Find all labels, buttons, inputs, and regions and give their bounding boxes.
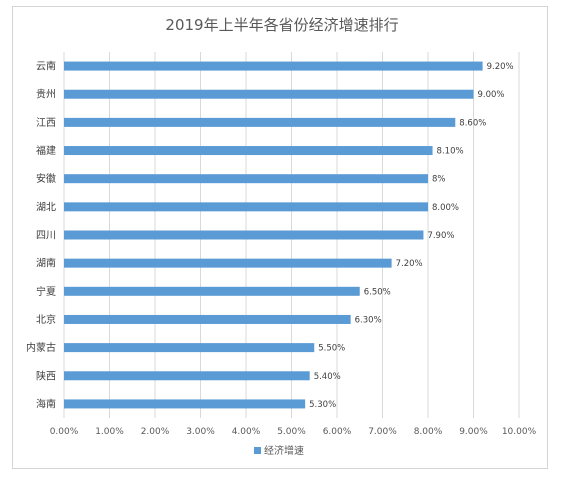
data-label: 8.60%	[459, 118, 486, 128]
bar	[64, 117, 456, 127]
x-tick-label: 6.00%	[323, 427, 352, 437]
x-tick-labels: 0.00% 1.00% 2.00% 3.00% 4.00% 5.00% 6.00% 7.00%…	[50, 427, 537, 437]
bar	[64, 286, 360, 296]
category-label: 宁夏	[36, 285, 56, 298]
bar	[64, 89, 474, 99]
bar	[64, 61, 483, 71]
x-tick-label: 5.00%	[277, 427, 306, 437]
x-tick-label: 2.00%	[141, 427, 170, 437]
data-label: 9.00%	[478, 90, 505, 100]
bar	[64, 399, 306, 409]
category-label: 贵州	[36, 88, 56, 101]
category-label: 安徽	[36, 172, 56, 185]
bar	[64, 371, 310, 381]
legend: 经济增速	[254, 444, 304, 457]
bar	[64, 258, 392, 268]
data-label: 8.00%	[432, 203, 459, 213]
category-label: 内蒙古	[26, 341, 56, 354]
category-label: 云南	[36, 60, 56, 73]
category-label: 湖南	[36, 257, 56, 270]
data-label: 5.40%	[314, 372, 341, 382]
bar	[64, 230, 424, 240]
x-tick-label: 7.00%	[368, 427, 397, 437]
data-label: 7.20%	[396, 259, 423, 269]
x-tick-label: 10.00%	[502, 427, 537, 437]
data-label: 5.50%	[318, 344, 345, 354]
legend-swatch	[254, 447, 261, 454]
category-label: 湖北	[36, 201, 56, 213]
legend-label: 经济增速	[264, 444, 304, 457]
category-label: 四川	[36, 231, 56, 242]
bar	[64, 202, 428, 212]
data-label: 6.30%	[355, 315, 382, 325]
data-label: 7.90%	[427, 231, 454, 241]
x-tick-label: 9.00%	[459, 427, 488, 437]
bar	[64, 146, 433, 156]
x-tick-label: 0.00%	[50, 427, 79, 437]
chart-title: 2019年上半年各省份经济增速排行	[165, 16, 398, 34]
x-tick-label: 8.00%	[414, 427, 443, 437]
data-labels: 9.20% 9.00% 8.60% 8.10% 8% 8.00% 7.90% 7.20% 6.5…	[309, 62, 513, 410]
category-label: 北京	[36, 313, 56, 326]
data-label: 8%	[432, 175, 446, 185]
category-label: 江西	[36, 117, 56, 129]
data-label: 9.20%	[487, 62, 514, 72]
bar	[64, 314, 351, 324]
gridlines	[63, 52, 520, 418]
category-label: 福建	[36, 144, 56, 157]
data-label: 6.50%	[364, 287, 391, 297]
category-label: 海南	[36, 397, 56, 410]
x-tick-label: 1.00%	[95, 427, 124, 437]
bar	[64, 343, 315, 353]
data-label: 5.30%	[309, 400, 336, 410]
bars	[64, 61, 483, 409]
bar	[64, 174, 428, 184]
data-label: 8.10%	[437, 147, 464, 157]
x-tick-label: 3.00%	[186, 427, 215, 437]
x-tick-label: 4.00%	[232, 427, 261, 437]
category-label: 陕西	[36, 369, 56, 382]
